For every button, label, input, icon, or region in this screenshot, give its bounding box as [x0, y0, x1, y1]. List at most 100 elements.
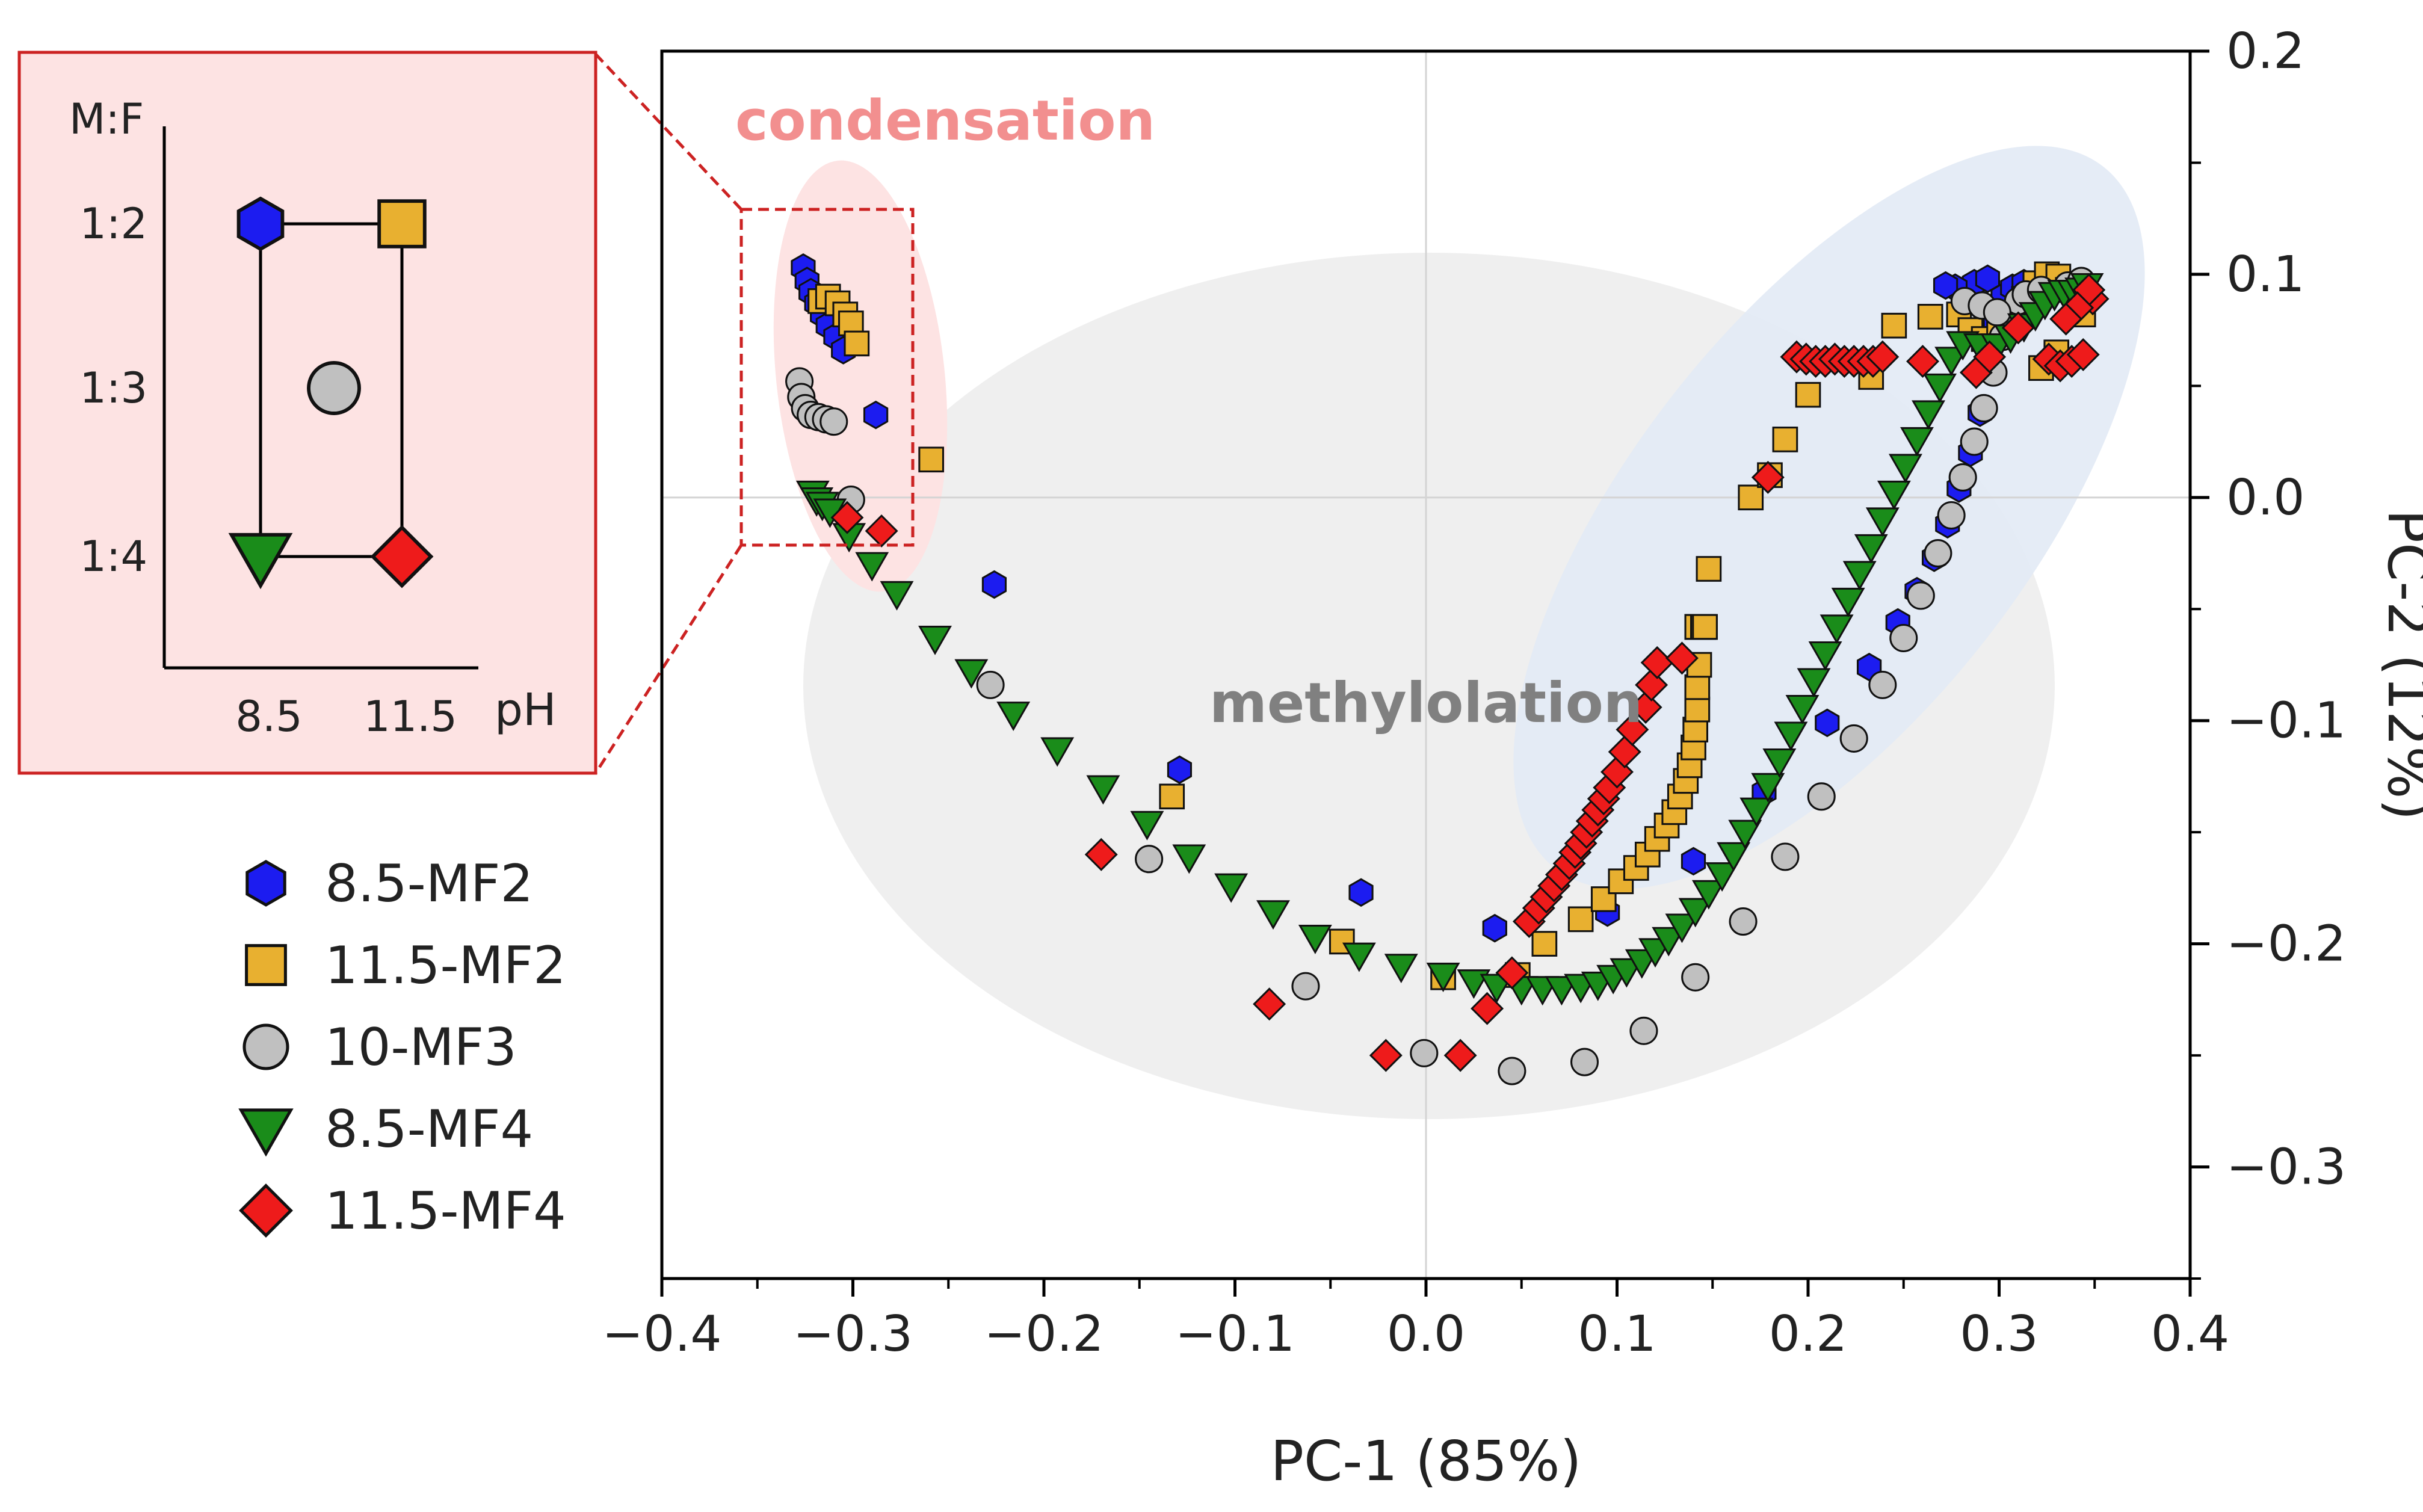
- data-point: [1291, 972, 1320, 1001]
- inset-panel: [17, 51, 597, 775]
- data-point: [1610, 958, 1644, 988]
- data-point: [1159, 783, 1185, 810]
- data-point: [2049, 302, 2083, 336]
- data-point: [1751, 460, 1785, 494]
- data-point: [1684, 696, 1711, 723]
- data-point: [1808, 641, 1842, 671]
- data-point: [1410, 1038, 1439, 1067]
- data-point: [1797, 668, 1831, 698]
- legend-item: 8.5-MF2: [245, 854, 533, 914]
- legend-marker: [242, 1023, 289, 1070]
- y-tick-label: 0.1: [2226, 246, 2304, 303]
- legend-label: 8.5-MF4: [325, 1099, 533, 1159]
- data-point: [865, 514, 898, 548]
- data-point: [976, 670, 1005, 699]
- data-point: [1369, 1038, 1403, 1072]
- data-point: [1214, 873, 1249, 903]
- data-point: [1738, 484, 1764, 511]
- y-axis-title: PC-2 (12%): [2375, 510, 2423, 821]
- data-point: [1815, 708, 1840, 738]
- data-point: [1933, 271, 1958, 300]
- data-point: [1696, 556, 1722, 582]
- legend-marker: [245, 944, 287, 986]
- data-point: [1771, 842, 1800, 871]
- legend-item: 11.5-MF4: [239, 1181, 566, 1241]
- data-point: [1084, 838, 1118, 871]
- data-point: [1457, 969, 1491, 999]
- data-point: [1900, 427, 1934, 457]
- x-tick-label: −0.4: [602, 1306, 721, 1363]
- y-tick-label: −0.1: [2226, 693, 2346, 750]
- data-point: [1531, 931, 1558, 957]
- data-point: [1960, 427, 1989, 456]
- data-point: [2001, 311, 2035, 345]
- region-ellipses: [773, 146, 2145, 1119]
- data-point: [1616, 713, 1649, 747]
- series-11.5-MF4: [830, 273, 2110, 1072]
- data-point: [1256, 900, 1290, 930]
- inset-x-title: pH: [495, 684, 557, 736]
- data-point: [954, 659, 989, 689]
- data-point: [1854, 534, 1888, 564]
- legend-label: 11.5-MF2: [325, 936, 566, 996]
- data-point: [1973, 340, 2007, 374]
- data-point: [1495, 956, 1529, 990]
- inset-y-tick-label: 1:2: [79, 199, 147, 248]
- x-tick-label: 0.2: [1769, 1306, 1847, 1363]
- data-point: [1629, 690, 1662, 724]
- zoom-box: [739, 208, 915, 547]
- x-tick-label: −0.2: [984, 1306, 1103, 1363]
- x-tick-label: 0.0: [1387, 1306, 1465, 1363]
- data-point: [1934, 347, 1969, 377]
- legend-marker: [238, 1108, 294, 1157]
- legend-item: 10-MF3: [242, 1017, 517, 1078]
- data-point: [1917, 304, 1943, 330]
- data-point: [819, 407, 848, 436]
- data-point: [1877, 480, 1911, 510]
- data-point: [1130, 810, 1164, 841]
- data-point: [1820, 614, 1854, 644]
- inset-marker: [236, 196, 285, 251]
- data-point: [1692, 614, 1718, 640]
- data-point: [1889, 623, 1918, 653]
- data-point: [1384, 954, 1418, 984]
- data-point: [1785, 694, 1820, 724]
- data-point: [1717, 842, 1751, 872]
- inset-x-tick-label: 11.5: [363, 692, 457, 741]
- data-point: [1881, 312, 1907, 339]
- inset-rectangle: [259, 222, 404, 558]
- inset-y-tick-label: 1:4: [79, 532, 147, 581]
- data-point: [1681, 963, 1710, 992]
- inset-marker: [370, 525, 434, 588]
- data-point: [855, 552, 889, 582]
- data-point: [1570, 1048, 1599, 1076]
- data-point: [1865, 507, 1900, 537]
- data-point: [1298, 924, 1332, 954]
- data-point: [1839, 724, 1868, 753]
- data-point: [1866, 340, 1900, 374]
- data-point: [918, 625, 952, 655]
- data-point: [1482, 913, 1507, 943]
- data-point: [1172, 844, 1206, 874]
- data-point: [1629, 1016, 1658, 1045]
- y-tick-label: 0.0: [2226, 469, 2304, 526]
- data-point: [1545, 976, 1579, 1006]
- axes: −0.4 −0.3 −0.2 −0.1 0.0 0.1 0.2 0.3 0.4 0.2 0.1 0.0…: [602, 23, 2423, 1493]
- data-point: [1652, 927, 1686, 957]
- data-point: [1948, 463, 1977, 492]
- data-point: [1888, 454, 1922, 484]
- data-point: [1342, 942, 1376, 972]
- data-point: [1774, 721, 1808, 751]
- region-labels: condensation methylolation: [735, 88, 1643, 735]
- data-point: [1924, 539, 1952, 568]
- data-point: [1040, 737, 1075, 767]
- data-point: [1471, 992, 1504, 1025]
- data-point: [830, 501, 864, 534]
- condensation-label: condensation: [735, 88, 1155, 153]
- x-tick-label: 0.1: [1578, 1306, 1656, 1363]
- inset-marker: [307, 361, 361, 415]
- data-point: [1906, 581, 1935, 610]
- data-point: [1498, 1057, 1526, 1085]
